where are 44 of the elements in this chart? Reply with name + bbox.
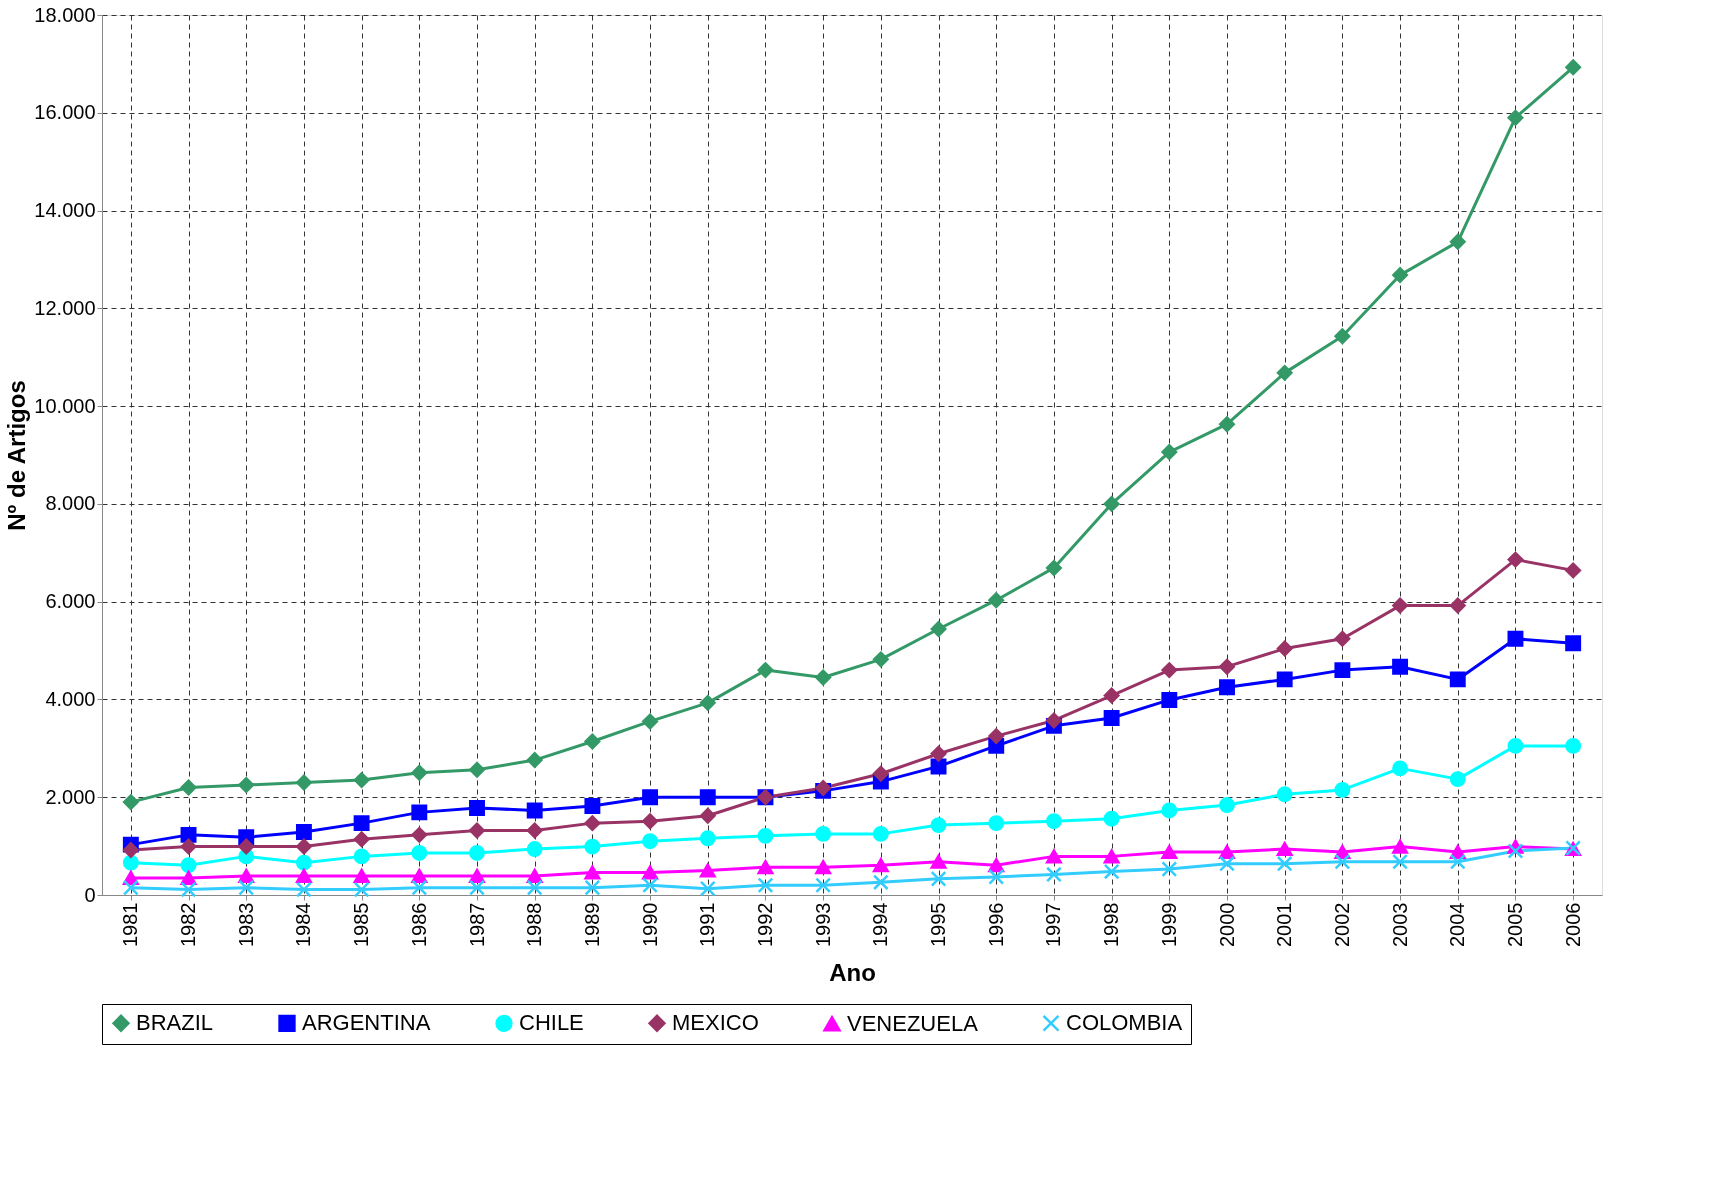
legend-label: COLOMBIA (1066, 1010, 1183, 1036)
x-tick-label: 1989 (580, 902, 603, 947)
x-tick-label: 1998 (1100, 902, 1123, 947)
y-tick-label: 18.000 (34, 3, 96, 26)
x-tick-label: 1984 (292, 902, 315, 947)
x-tick-label: 2005 (1503, 902, 1526, 947)
x-tick-label: 2003 (1388, 902, 1411, 947)
x-tick-label: 1993 (811, 902, 834, 947)
y-tick-label: 6.000 (45, 590, 96, 613)
y-tick-label: 10.000 (34, 394, 96, 417)
y-tick-label: 14.000 (34, 199, 96, 222)
x-axis-title: Ano (829, 958, 876, 986)
y-tick-label: 0 (84, 883, 96, 906)
x-tick-label: 1990 (638, 902, 661, 947)
x-tick-label: 1987 (465, 902, 488, 947)
legend-label: CHILE (519, 1010, 584, 1036)
legend-label: BRAZIL (136, 1010, 214, 1036)
x-tick-label: 1983 (234, 902, 257, 947)
x-tick-label: 1985 (350, 902, 373, 947)
x-tick-label: 1995 (927, 902, 950, 947)
x-tick-label: 1992 (753, 902, 776, 947)
x-tick-label: 1994 (869, 902, 892, 947)
y-tick-label: 12.000 (34, 296, 96, 319)
y-tick-label: 4.000 (45, 687, 96, 710)
y-tick-label: 16.000 (34, 101, 96, 124)
x-tick-label: 2004 (1446, 902, 1469, 947)
y-tick-label: 2.000 (45, 785, 96, 808)
x-tick-label: 2000 (1215, 902, 1238, 947)
x-tick-label: 1991 (696, 902, 719, 947)
x-tick-label: 1996 (984, 902, 1007, 947)
x-tick-label: 2002 (1330, 902, 1353, 947)
x-tick-label: 1988 (523, 902, 546, 947)
x-tick-label: 2006 (1561, 902, 1584, 947)
x-tick-label: 1982 (177, 902, 200, 947)
y-tick-label: 8.000 (45, 492, 96, 515)
legend-label: ARGENTINA (302, 1010, 431, 1036)
x-tick-label: 1999 (1157, 902, 1180, 947)
x-tick-label: 1997 (1042, 902, 1065, 947)
x-tick-label: 1981 (119, 902, 142, 947)
x-tick-label: 2001 (1273, 902, 1296, 947)
x-tick-label: 1986 (407, 902, 430, 947)
legend-label: VENEZUELA (847, 1010, 979, 1036)
legend-label: MEXICO (672, 1010, 759, 1036)
y-axis-title: Nº de Artigos (3, 380, 31, 531)
